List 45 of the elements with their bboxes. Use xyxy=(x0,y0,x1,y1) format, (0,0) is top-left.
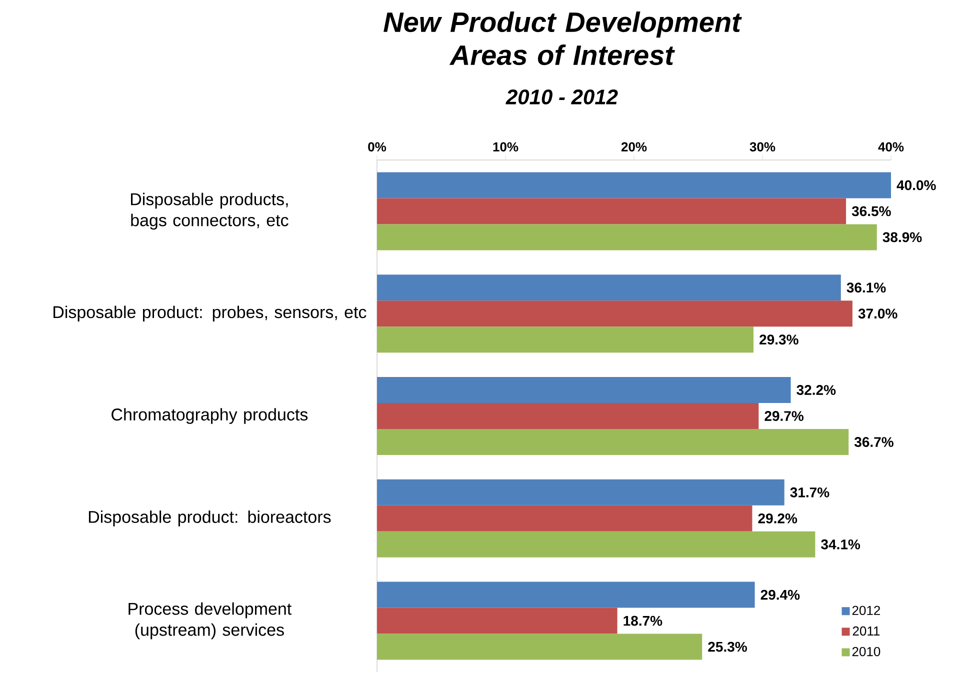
x-tick-label: 30% xyxy=(750,142,776,152)
legend-label: 2011 xyxy=(852,626,880,636)
bar xyxy=(377,479,784,506)
bar xyxy=(377,634,702,660)
data-label: 37.0% xyxy=(858,308,898,319)
legend-label: 2012 xyxy=(852,606,880,616)
bar xyxy=(377,224,877,250)
bar xyxy=(377,172,891,198)
y-tick-label: Disposable product: bioreactors xyxy=(88,510,331,526)
data-label: 36.1% xyxy=(846,282,886,293)
x-tick-label: 10% xyxy=(493,142,518,152)
data-label: 40.0% xyxy=(896,180,936,190)
bar xyxy=(377,531,816,558)
bar xyxy=(377,300,852,327)
bar xyxy=(377,403,759,430)
x-tick-label: 40% xyxy=(878,142,904,152)
bar xyxy=(377,198,846,224)
data-label: 29.2% xyxy=(758,513,798,524)
bar xyxy=(377,608,618,634)
bar xyxy=(377,326,754,353)
data-label: 29.3% xyxy=(760,334,798,345)
y-tick-label: Process development (upstream) services xyxy=(128,602,292,640)
data-label: 32.2% xyxy=(796,385,836,395)
data-label: 34.1% xyxy=(821,539,860,550)
bar xyxy=(377,429,849,456)
x-tick-label: 20% xyxy=(621,142,647,152)
data-label: 31.7% xyxy=(790,487,830,498)
data-label: 29.7% xyxy=(764,411,804,421)
data-label: 38.9% xyxy=(882,232,922,242)
data-label: 18.7% xyxy=(624,616,662,626)
bar xyxy=(377,582,755,608)
y-tick-label: Disposable product: probes, sensors, etc xyxy=(54,306,366,322)
legend-label: 2010 xyxy=(852,646,880,656)
bar xyxy=(377,505,752,532)
data-label: 36.5% xyxy=(852,206,891,216)
bar xyxy=(377,377,791,404)
y-tick-label: Disposable products, bags connectors, etc xyxy=(131,192,288,230)
chart-subtitle: 2010 - 2012 xyxy=(506,90,618,104)
y-tick-label: Chromatography products xyxy=(112,408,308,424)
chart-title: New Product Development Areas of Interest xyxy=(384,12,742,66)
data-label: 25.3% xyxy=(708,642,747,652)
bar xyxy=(377,274,841,301)
x-tick-label: 0% xyxy=(368,142,386,152)
data-label: 29.4% xyxy=(760,590,800,600)
data-label: 36.7% xyxy=(854,437,894,447)
